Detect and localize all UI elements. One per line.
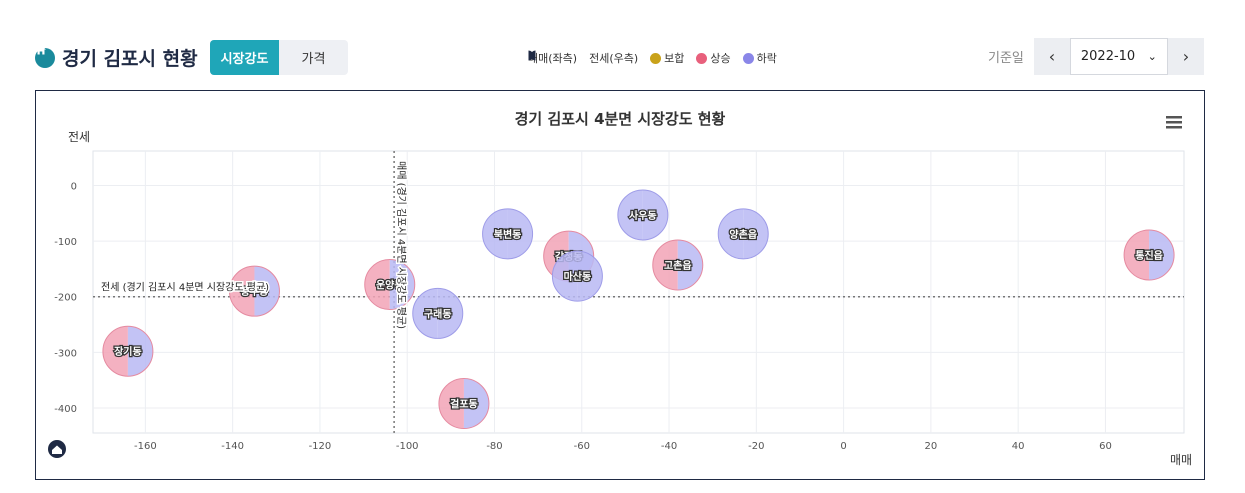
y-tick-label: -300 xyxy=(54,348,77,359)
legend-item-rise: 상승 xyxy=(696,50,731,66)
legend-item-jeonse: 전세(우측) xyxy=(528,50,638,66)
x-tick-label: 40 xyxy=(1012,441,1025,452)
chart-title: 경기 김포시 4분면 시장강도 현황 xyxy=(515,110,726,128)
bubble-jeonse-half xyxy=(463,378,489,429)
bubble-sale-half xyxy=(438,378,464,429)
bubble-jeonse-half xyxy=(127,326,153,377)
bubble-label: 마산동 xyxy=(564,270,592,283)
bubble-jeonse-half xyxy=(254,266,280,317)
legend-dot-flat xyxy=(650,52,662,64)
bubble-outline xyxy=(652,239,704,291)
bubble-label: 운양동 xyxy=(376,279,404,291)
prev-date-button[interactable]: ‹ xyxy=(1033,38,1070,75)
bubble-outline xyxy=(551,250,603,302)
bubble-outline xyxy=(482,208,534,260)
x-tick-label: 0 xyxy=(840,441,846,452)
bubble-outline xyxy=(617,189,669,241)
bubble-jeonse-half xyxy=(1149,230,1175,281)
bubble-label: 구래동 xyxy=(424,307,452,320)
bubble-label: 고촌읍 xyxy=(664,259,692,272)
bubble-sale-half xyxy=(617,189,643,240)
bubble-label: 풍무동 xyxy=(241,286,269,298)
page-title: 경기 김포시 현황 xyxy=(35,44,198,71)
legend-dot-rise xyxy=(696,52,708,64)
bubble-sale-half xyxy=(652,240,678,291)
bubble-label: 사우동 xyxy=(629,209,657,222)
bubble-outline xyxy=(228,265,280,317)
chevron-right-icon: › xyxy=(1182,47,1190,66)
y-tick-label: -400 xyxy=(54,404,77,415)
tab-market-strength[interactable]: 시장강도 xyxy=(210,40,279,75)
y-tick-label: -100 xyxy=(54,237,77,248)
top-bar: 경기 김포시 현황 시장강도 가격 매매(좌측) 전세(우측) 보합 상승 하락… xyxy=(0,0,1245,90)
avg-x-label: 매매 (경기 김포시 4분면 시장강도 평균) xyxy=(395,161,408,329)
x-tick-label: -40 xyxy=(661,441,677,452)
bubble-outline xyxy=(102,325,154,377)
y-axis-label: 전세 xyxy=(68,130,90,144)
page-title-text: 경기 김포시 현황 xyxy=(62,48,198,70)
bubble-jeonse-half xyxy=(743,208,769,259)
chart-menu-icon-bar xyxy=(1166,126,1182,129)
bubble-label: 북변동 xyxy=(494,228,522,241)
bubble-outline xyxy=(438,378,490,430)
y-tick-label: -200 xyxy=(54,293,77,304)
legend: 매매(좌측) 전세(우측) 보합 상승 하락 xyxy=(528,50,777,66)
avg-y-label: 전세 (경기 김포시 4분면 시장강도 평균) xyxy=(101,281,269,294)
legend-item-flat: 보합 xyxy=(650,50,684,66)
bubble-label: 걸포동 xyxy=(450,398,478,411)
brand-logo-icon-mark xyxy=(52,445,62,454)
quadrant-chart: -160 -140 -120 -100 -80 -60 -40 -20 0 20 40 600-100… xyxy=(48,110,1192,467)
legend-item-fall: 하락 xyxy=(742,50,777,66)
bubble-sale-half xyxy=(482,208,508,259)
bubble-sale-half xyxy=(102,326,128,377)
x-tick-label: -160 xyxy=(134,441,157,452)
half-circle-right-icon xyxy=(528,50,534,61)
bubble-sale-half xyxy=(412,288,438,339)
date-value: 2022-10 xyxy=(1080,49,1136,64)
date-picker: 기준일 ‹ 2022-10 ⌄ › xyxy=(988,38,1204,75)
legend-dot-fall xyxy=(742,52,754,64)
chart-menu-icon-bar xyxy=(1166,121,1182,124)
bubble-jeonse-half xyxy=(437,288,463,339)
bubble-outline xyxy=(717,208,769,260)
x-tick-label: -140 xyxy=(221,441,244,452)
bubble-sale-half xyxy=(1124,230,1150,281)
x-tick-label: -100 xyxy=(396,441,419,452)
bubble-jeonse-half xyxy=(642,189,668,240)
chart-container: -160 -140 -120 -100 -80 -60 -40 -20 0 20 40 60 0 -100… xyxy=(35,90,1205,480)
chevron-left-icon: ‹ xyxy=(1048,47,1056,66)
bubble-label: 통진읍 xyxy=(1135,249,1163,262)
bubble-jeonse-half xyxy=(389,259,415,310)
chevron-down-icon: ⌄ xyxy=(1147,50,1157,63)
bubble-outline xyxy=(364,258,416,310)
bubble-label: 장기동 xyxy=(114,345,142,358)
view-toggle: 시장강도 가격 xyxy=(210,40,348,75)
bubble-jeonse-half xyxy=(677,240,703,291)
bubble-outline xyxy=(1123,229,1175,281)
bubble-sale-half xyxy=(229,266,255,317)
y-tick-label: 0 xyxy=(71,181,77,192)
bubble-sale-half xyxy=(552,251,578,302)
x-tick-label: -80 xyxy=(486,441,502,452)
x-tick-label: -60 xyxy=(574,441,590,452)
date-label: 기준일 xyxy=(988,51,1024,66)
next-date-button[interactable]: › xyxy=(1167,38,1204,75)
chart-menu-icon[interactable] xyxy=(1166,116,1182,129)
bubble-sale-half xyxy=(718,208,744,259)
bubble-jeonse-half xyxy=(507,208,533,259)
bubble-label: 양촌읍 xyxy=(729,228,757,241)
date-select[interactable]: 2022-10 ⌄ xyxy=(1069,38,1168,75)
x-tick-label: -120 xyxy=(309,441,332,452)
x-tick-label: -20 xyxy=(748,441,764,452)
x-axis-label: 매매 xyxy=(1170,453,1192,467)
x-tick-label: 60 xyxy=(1099,441,1112,452)
bubble-sale-half xyxy=(364,259,390,310)
x-tick-label: 20 xyxy=(925,441,938,452)
bubble-outline xyxy=(412,287,464,339)
tab-price[interactable]: 가격 xyxy=(301,52,326,67)
bubble-jeonse-half xyxy=(577,251,603,302)
home-icon[interactable] xyxy=(35,45,55,68)
chart-menu-icon-bar xyxy=(1166,116,1182,119)
